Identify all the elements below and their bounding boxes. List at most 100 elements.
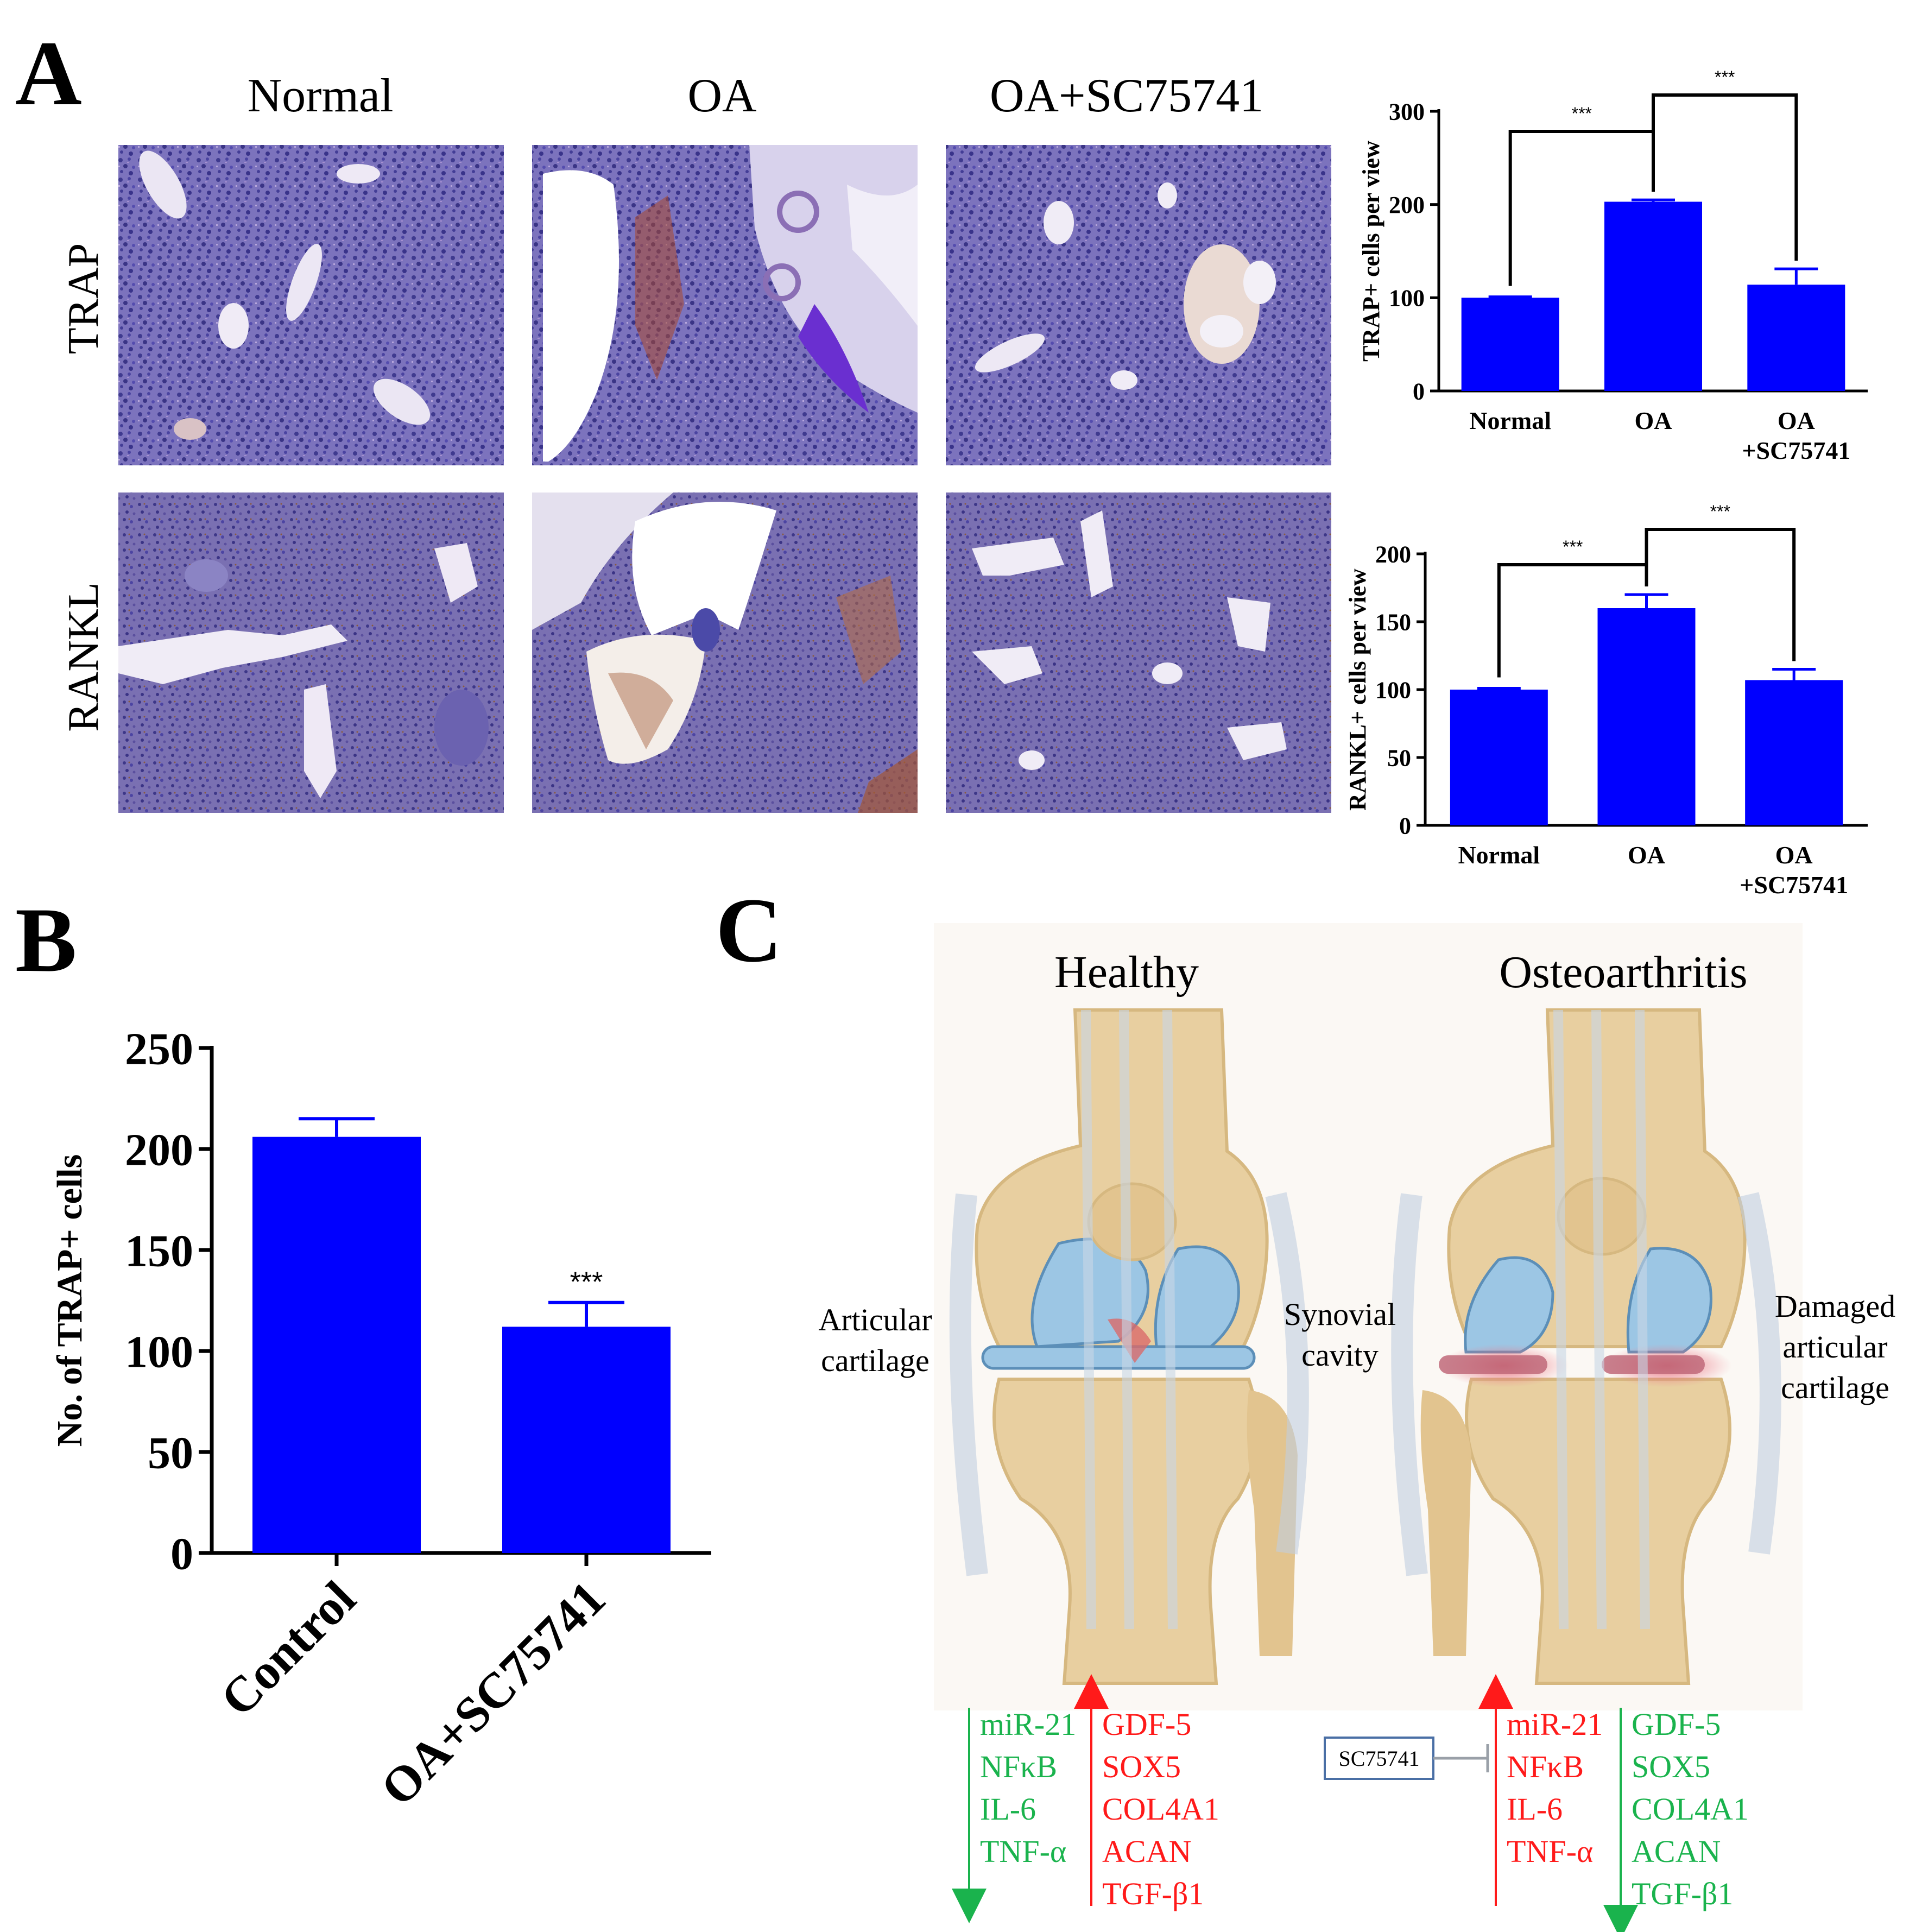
y-tick-label: 250: [125, 1024, 193, 1074]
x-category-label: OA: [1778, 407, 1815, 434]
gene-label: NFκB: [980, 1749, 1057, 1784]
gene-label: SOX5: [1102, 1749, 1181, 1784]
title-healthy: Healthy: [1054, 947, 1199, 997]
panel-label-c: C: [716, 879, 782, 981]
bar: [1450, 690, 1548, 825]
gene-label: miR-21: [980, 1707, 1076, 1742]
x-category-label: +SC75741: [1742, 437, 1850, 464]
label-articular-cartilage: Articular cartilage: [818, 1302, 932, 1378]
label-synovial-cavity-line1: Synovial: [1284, 1297, 1396, 1332]
column-label-oa: OA: [687, 70, 756, 122]
sc75741-box-label: SC75741: [1339, 1746, 1420, 1771]
healthy-upregulated-list: GDF-5 SOX5 COL4A1 ACAN TGF-β1: [1102, 1707, 1219, 1911]
label-damaged-cartilage-line3: cartilage: [1781, 1370, 1889, 1405]
significance-bracket: [1645, 528, 1796, 661]
significance-bracket: [1497, 563, 1648, 678]
oa-gene-arrows: [1478, 1674, 1638, 1932]
x-category-label: Control: [210, 1570, 366, 1727]
oa-knee-illustration: [1391, 1008, 1781, 1685]
bar: [1461, 298, 1559, 391]
x-category-label: OA: [1635, 407, 1672, 434]
significance-bracket: [1652, 93, 1798, 261]
title-osteoarthritis: Osteoarthritis: [1499, 947, 1747, 997]
significance-label: ***: [1572, 104, 1592, 123]
micrograph-trap-normal: [118, 145, 504, 465]
y-tick-label: 0: [1413, 378, 1425, 405]
gene-label: ACAN: [1102, 1834, 1191, 1869]
gene-label: ACAN: [1632, 1834, 1721, 1869]
bar: [1747, 285, 1845, 391]
healthy-downregulated-list: miR-21 NFκB IL-6 TNF-α: [980, 1707, 1076, 1869]
significance-label: ***: [1563, 537, 1583, 557]
bar: [252, 1137, 421, 1553]
bar: [502, 1327, 671, 1553]
bar: [1604, 201, 1702, 391]
y-tick-label: 0: [170, 1529, 193, 1579]
label-articular-cartilage-line1: Articular: [818, 1302, 932, 1337]
y-tick-label: 0: [1399, 812, 1411, 839]
label-damaged-cartilage-line2: articular: [1782, 1329, 1887, 1365]
chart-trap-cells: 0 50 100 150 200 250 No. of TRAP+ cells Control…: [50, 1024, 711, 1816]
y-tick-label: 200: [1389, 192, 1425, 218]
significance-bracket: [1508, 130, 1655, 286]
x-category-label: OA: [1628, 841, 1665, 869]
label-synovial-cavity-line2: cavity: [1301, 1337, 1379, 1373]
micrograph-rankl-oa-sc75741: [946, 493, 1331, 813]
y-tick-label: 150: [125, 1226, 193, 1276]
healthy-gene-arrows: [952, 1674, 1109, 1923]
gene-label: miR-21: [1507, 1707, 1603, 1742]
column-label-normal: Normal: [248, 70, 394, 122]
column-label-oa-sc75741: OA+SC75741: [990, 70, 1263, 122]
gene-label: GDF-5: [1102, 1707, 1191, 1742]
gene-label: IL-6: [980, 1791, 1036, 1827]
gene-label: NFκB: [1507, 1749, 1584, 1784]
y-tick-label: 50: [1387, 744, 1411, 771]
y-tick-label: 100: [1375, 677, 1411, 703]
y-tick-label: 100: [125, 1327, 193, 1377]
y-axis-label: TRAP+ cells per view: [1358, 141, 1384, 362]
significance-label: ***: [1715, 67, 1735, 87]
panel-label-a: A: [15, 22, 82, 124]
y-tick-label: 300: [1389, 98, 1425, 125]
significance-label: ***: [1710, 502, 1730, 521]
micrograph-rankl-oa: [532, 493, 918, 813]
x-category-label: Normal: [1458, 841, 1540, 869]
oa-downregulated-list: GDF-5 SOX5 COL4A1 ACAN TGF-β1: [1632, 1707, 1749, 1911]
bar: [1597, 608, 1696, 825]
y-axis-label: No. of TRAP+ cells: [50, 1154, 90, 1447]
gene-label: SOX5: [1632, 1749, 1710, 1784]
healthy-knee-illustration: [949, 1008, 1309, 1685]
micrograph-trap-oa-sc75741: [946, 145, 1331, 465]
x-category-label: Normal: [1469, 407, 1551, 434]
y-tick-label: 150: [1375, 609, 1411, 635]
sc75741-inhibitor: SC75741: [1324, 1737, 1489, 1780]
panel-label-b: B: [15, 889, 77, 991]
gene-label: TGF-β1: [1632, 1876, 1733, 1911]
gene-label: COL4A1: [1632, 1791, 1749, 1827]
gene-label: GDF-5: [1632, 1707, 1721, 1742]
label-synovial-cavity: Synovial cavity: [1284, 1297, 1396, 1373]
label-damaged-cartilage: Damaged articular cartilage: [1775, 1289, 1895, 1405]
row-label-rankl: RANKL: [60, 582, 108, 732]
gene-label: IL-6: [1507, 1791, 1563, 1827]
gene-label: TNF-α: [980, 1834, 1066, 1869]
x-category-label: OA+SC75741: [370, 1570, 616, 1816]
y-axis-label: RANKL+ cells per view: [1344, 569, 1371, 811]
y-tick-label: 100: [1389, 285, 1425, 312]
row-label-trap: TRAP: [60, 243, 108, 355]
y-tick-label: 200: [1375, 541, 1411, 567]
x-category-label: OA: [1775, 841, 1813, 869]
significance-label: ***: [570, 1267, 603, 1298]
oa-upregulated-list: miR-21 NFκB IL-6 TNF-α: [1507, 1707, 1603, 1869]
micrograph-rankl-normal: [118, 493, 504, 813]
y-tick-label: 50: [148, 1428, 193, 1478]
gene-label: TGF-β1: [1102, 1876, 1204, 1911]
micrograph-trap-oa: [532, 145, 918, 465]
label-damaged-cartilage-line1: Damaged: [1775, 1289, 1895, 1324]
gene-label: TNF-α: [1507, 1834, 1593, 1869]
label-articular-cartilage-line2: cartilage: [821, 1343, 930, 1378]
y-tick-label: 200: [125, 1125, 193, 1175]
